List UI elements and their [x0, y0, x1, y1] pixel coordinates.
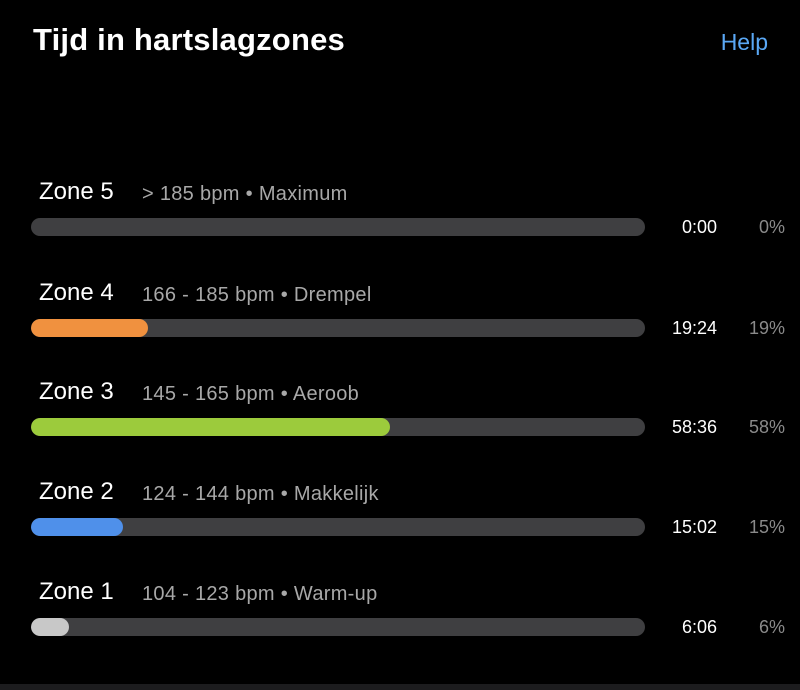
zone-name: Zone 3	[39, 378, 114, 405]
zone-progress-track	[31, 319, 645, 337]
zone-1-row: Zone 1 104 - 123 bpm • Warm-up 6:06 6%	[0, 578, 800, 658]
zone-label: Drempel	[293, 284, 372, 306]
zone-description: 145 - 165 bpm • Aeroob	[142, 383, 359, 406]
zone-percent: 15%	[748, 517, 785, 537]
zone-separator: •	[280, 284, 289, 306]
zone-progress-fill	[31, 319, 148, 337]
zone-separator: •	[245, 183, 253, 205]
zone-range: 166 - 185 bpm	[142, 284, 275, 306]
zone-time: 0:00	[681, 217, 717, 237]
zone-name: Zone 4	[39, 279, 114, 306]
zone-3-row: Zone 3 145 - 165 bpm • Aeroob 58:36 58%	[0, 378, 800, 458]
zone-percent: 0%	[758, 217, 785, 237]
zone-separator: •	[280, 583, 289, 605]
zone-description: 166 - 185 bpm • Drempel	[142, 284, 372, 307]
zone-progress-track	[31, 418, 645, 436]
zone-progress-fill	[31, 618, 70, 636]
zone-name: Zone 5	[39, 178, 114, 205]
zone-name: Zone 1	[39, 578, 114, 605]
zone-label: Warm-up	[293, 583, 378, 605]
zone-time: 6:06	[681, 617, 717, 637]
zone-description: 124 - 144 bpm • Makkelijk	[142, 483, 379, 506]
zone-time: 58:36	[671, 417, 717, 437]
zone-label: Maximum	[258, 183, 348, 205]
zone-progress-track	[31, 618, 645, 636]
zone-description: > 185 bpm • Maximum	[142, 183, 348, 206]
zone-label: Makkelijk	[293, 483, 379, 505]
zone-progress-fill	[31, 418, 391, 436]
zone-progress-fill	[31, 518, 124, 536]
zone-5-row: Zone 5 > 185 bpm • Maximum 0:00 0%	[0, 178, 800, 258]
zone-2-row: Zone 2 124 - 144 bpm • Makkelijk 15:02 1…	[0, 478, 800, 558]
zone-name: Zone 2	[39, 478, 114, 505]
zone-percent: 19%	[748, 318, 785, 338]
zone-range: 145 - 165 bpm	[142, 383, 275, 405]
help-link[interactable]: Help	[720, 29, 768, 55]
zone-range: 124 - 144 bpm	[142, 483, 275, 505]
zone-progress-track	[31, 218, 645, 236]
zone-description: 104 - 123 bpm • Warm-up	[142, 583, 378, 606]
zone-label: Aeroob	[292, 383, 360, 405]
zone-4-row: Zone 4 166 - 185 bpm • Drempel 19:24 19%	[0, 279, 800, 359]
zone-range: 104 - 123 bpm	[142, 583, 275, 605]
zone-percent: 6%	[758, 617, 785, 637]
page-title: Tijd in hartslagzones	[33, 22, 345, 57]
header: Tijd in hartslagzones Help	[0, 0, 800, 90]
zone-progress-track	[31, 518, 645, 536]
zone-time: 19:24	[671, 318, 717, 338]
zone-separator: •	[280, 383, 289, 405]
zone-separator: •	[280, 483, 289, 505]
bottom-divider	[0, 684, 800, 690]
zone-time: 15:02	[671, 517, 717, 537]
zone-range: > 185 bpm	[142, 183, 240, 205]
zone-percent: 58%	[748, 417, 785, 437]
